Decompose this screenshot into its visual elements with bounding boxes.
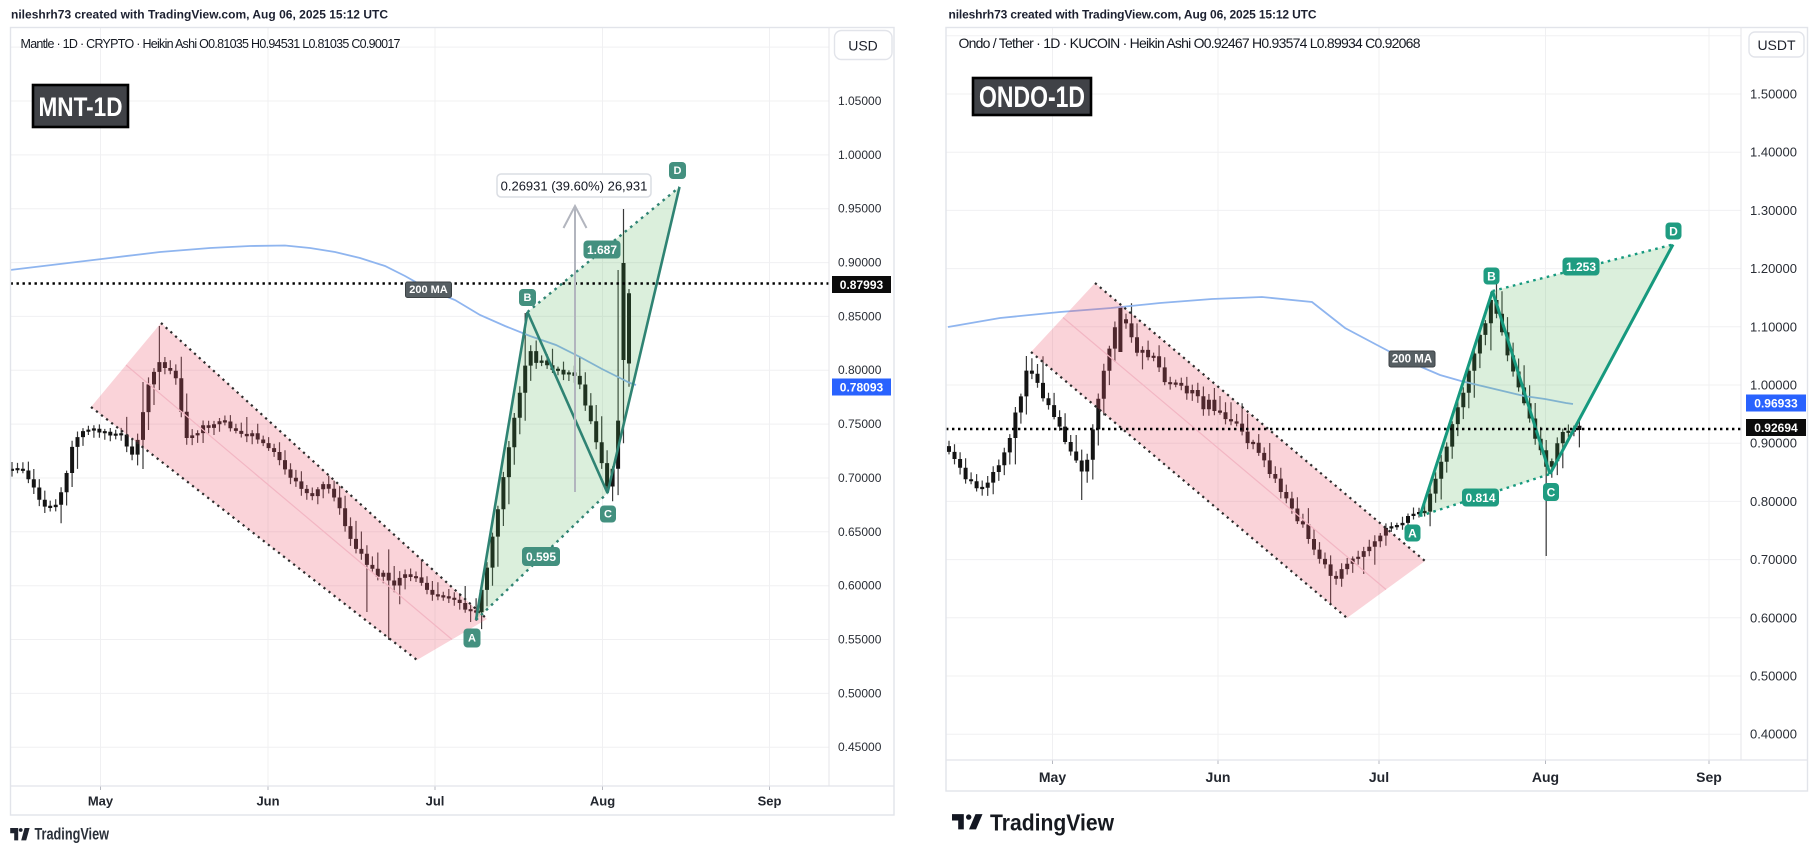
svg-text:USDT: USDT xyxy=(1757,37,1796,53)
svg-text:0.60000: 0.60000 xyxy=(838,579,882,593)
svg-text:0.50000: 0.50000 xyxy=(838,686,882,700)
svg-text:1.30000: 1.30000 xyxy=(1750,203,1797,218)
svg-text:Sep: Sep xyxy=(1696,769,1722,785)
svg-text:Aug: Aug xyxy=(590,794,615,809)
svg-text:ONDO-1D: ONDO-1D xyxy=(979,81,1085,114)
svg-text:0.50000: 0.50000 xyxy=(1750,669,1797,684)
svg-text:May: May xyxy=(88,794,114,809)
svg-text:0.70000: 0.70000 xyxy=(838,471,882,485)
svg-text:0.95000: 0.95000 xyxy=(838,202,882,216)
svg-text:0.60000: 0.60000 xyxy=(1750,610,1797,625)
svg-text:nileshrh73 created with Tradin: nileshrh73 created with TradingView.com,… xyxy=(949,8,1317,22)
svg-text:1.10000: 1.10000 xyxy=(1750,319,1797,334)
svg-text:Mantle · 1D · CRYPTO · Heikin: Mantle · 1D · CRYPTO · Heikin Ashi O0.81… xyxy=(21,37,401,51)
svg-text:Aug: Aug xyxy=(1532,769,1559,785)
svg-text:0.90000: 0.90000 xyxy=(1750,436,1797,451)
svg-text:0.92694: 0.92694 xyxy=(1754,421,1798,435)
svg-text:200 MA: 200 MA xyxy=(409,284,448,296)
svg-text:0.26931 (39.60%) 26,931: 0.26931 (39.60%) 26,931 xyxy=(501,179,648,194)
svg-text:1.00000: 1.00000 xyxy=(1750,378,1797,393)
svg-text:Jul: Jul xyxy=(426,794,445,809)
svg-text:A: A xyxy=(1408,527,1417,541)
svg-text:Jun: Jun xyxy=(256,794,279,809)
svg-text:0.90000: 0.90000 xyxy=(838,256,882,270)
svg-text:Sep: Sep xyxy=(758,794,782,809)
svg-text:USD: USD xyxy=(848,38,878,54)
svg-text:C: C xyxy=(604,509,612,521)
svg-text:D: D xyxy=(674,165,682,177)
svg-text:TradingView: TradingView xyxy=(990,810,1114,836)
svg-text:Ondo / Tether · 1D · KUCOIN ·: Ondo / Tether · 1D · KUCOIN · Heikin Ash… xyxy=(959,35,1421,51)
svg-text:Jul: Jul xyxy=(1369,769,1389,785)
svg-text:1.50000: 1.50000 xyxy=(1750,87,1797,102)
svg-text:B: B xyxy=(524,292,532,304)
svg-text:nileshrh73 created with Tradin: nileshrh73 created with TradingView.com,… xyxy=(11,8,388,22)
svg-text:A: A xyxy=(468,633,476,645)
svg-text:May: May xyxy=(1039,769,1066,785)
svg-text:B: B xyxy=(1487,270,1496,284)
svg-text:0.87993: 0.87993 xyxy=(840,278,884,292)
svg-text:1.687: 1.687 xyxy=(587,243,617,257)
svg-text:1.20000: 1.20000 xyxy=(1750,261,1797,276)
svg-text:0.75000: 0.75000 xyxy=(838,417,882,431)
svg-text:0.96933: 0.96933 xyxy=(1754,397,1798,411)
svg-text:200 MA: 200 MA xyxy=(1392,354,1432,366)
svg-text:1.253: 1.253 xyxy=(1566,260,1596,274)
svg-text:0.40000: 0.40000 xyxy=(1750,727,1797,742)
svg-text:0.65000: 0.65000 xyxy=(838,525,882,539)
svg-text:0.80000: 0.80000 xyxy=(838,363,882,377)
svg-text:0.85000: 0.85000 xyxy=(838,309,882,323)
svg-text:Jun: Jun xyxy=(1206,769,1231,785)
svg-text:1.05000: 1.05000 xyxy=(838,94,882,108)
svg-text:1.00000: 1.00000 xyxy=(838,148,882,162)
svg-text:MNT-1D: MNT-1D xyxy=(39,92,123,122)
svg-text:0.80000: 0.80000 xyxy=(1750,494,1797,509)
svg-text:0.70000: 0.70000 xyxy=(1750,552,1797,567)
svg-text:C: C xyxy=(1547,486,1556,500)
svg-text:0.595: 0.595 xyxy=(526,550,556,564)
svg-text:0.814: 0.814 xyxy=(1465,491,1495,505)
svg-text:TradingView: TradingView xyxy=(35,826,110,844)
svg-text:0.78093: 0.78093 xyxy=(840,381,884,395)
svg-text:D: D xyxy=(1669,225,1678,239)
svg-text:1.40000: 1.40000 xyxy=(1750,145,1797,160)
svg-text:0.45000: 0.45000 xyxy=(838,740,882,754)
svg-text:0.55000: 0.55000 xyxy=(838,633,882,647)
